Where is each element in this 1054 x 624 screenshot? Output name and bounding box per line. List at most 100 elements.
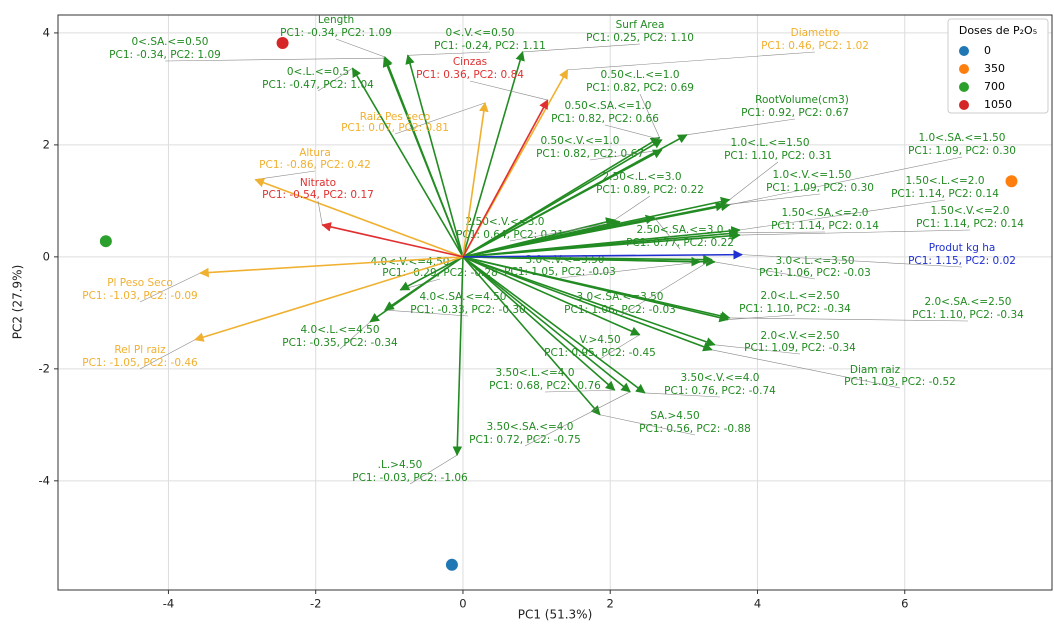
- leader-line: [714, 261, 816, 280]
- loading-values: PC1: 1.06, PC2: -0.03: [564, 304, 676, 316]
- legend-box: [947, 18, 1049, 114]
- loading-name: 1.50<.L.<=2.0: [906, 175, 985, 187]
- loading-arrow: [462, 149, 663, 258]
- loading-arrow: [462, 256, 641, 336]
- y-tick-label: -2: [39, 361, 50, 375]
- x-tick-label: 6: [901, 597, 908, 611]
- y-axis-label: PC2 (27.9%): [11, 265, 25, 340]
- leader-line: [644, 392, 721, 398]
- loading-name: Altura: [299, 147, 331, 159]
- loading-values: PC1: -0.34, PC2: 1.09: [109, 49, 221, 61]
- loading-arrow: [462, 51, 525, 258]
- leader-line: [139, 272, 201, 303]
- legend-marker: [959, 100, 969, 110]
- loading-values: PC1: 1.09, PC2: -0.34: [744, 342, 856, 354]
- loading-values: PC1: 0.36, PC2: 0.84: [416, 69, 524, 81]
- loading-values: PC1: 0.77, PC2: 0.22: [626, 237, 734, 249]
- loading-values: PC1: 0.25, PC2: 1.10: [586, 32, 694, 44]
- leader-line: [742, 254, 963, 268]
- leader-line: [639, 93, 660, 138]
- loading-values: PC1: -0.34, PC2: 1.09: [280, 27, 392, 39]
- loading-name: 4.0<.SA.<=4.50: [419, 291, 506, 303]
- loading-values: PC1: -0.86, PC2: 0.42: [259, 159, 371, 171]
- x-tick-label: -4: [163, 597, 174, 611]
- leader-line: [317, 67, 353, 92]
- leader-line: [384, 309, 469, 317]
- loading-name: 1.0<.L.<=1.50: [731, 137, 810, 149]
- loading-arrow: [462, 249, 743, 260]
- loading-arrow: [462, 214, 656, 258]
- loading-values: PC1: -0.33, PC2: -0.30: [410, 304, 525, 316]
- leader-line: [409, 454, 458, 485]
- loading-values: PC1: -0.35, PC2: -0.34: [282, 337, 398, 349]
- loading-name: Length: [318, 14, 354, 26]
- loading-arrow: [462, 101, 489, 257]
- leader-line: [737, 231, 826, 234]
- loading-name: Nitrato: [300, 177, 336, 189]
- loading-values: PC1: 1.14, PC2: 0.14: [891, 188, 999, 200]
- loading-values: PC1: -0.47, PC2: 1.04: [262, 79, 374, 91]
- x-axis-label: PC1 (51.3%): [518, 608, 593, 622]
- legend-marker: [959, 82, 969, 92]
- loading-values: PC1: 1.10, PC2: -0.34: [739, 303, 851, 315]
- x-tick-label: 4: [754, 597, 761, 611]
- loading-values: PC1: 0.68, PC2: -0.76: [489, 380, 601, 392]
- leader-line: [729, 317, 969, 322]
- loading-values: PC1: 0.76, PC2: -0.74: [664, 385, 776, 397]
- y-tick-label: 2: [43, 137, 50, 151]
- x-tick-label: 0: [459, 597, 466, 611]
- y-tick-label: 4: [43, 25, 50, 39]
- score-point: [445, 558, 458, 571]
- loading-name: SA.>4.50: [650, 410, 699, 422]
- loading-values: PC1: 1.09, PC2: 0.30: [908, 145, 1016, 157]
- leader-line: [619, 259, 712, 317]
- leader-line: [614, 195, 651, 221]
- loading-values: PC1: -0.24, PC2: 1.11: [434, 40, 546, 52]
- loading-values: PC1: 1.10, PC2: -0.34: [912, 309, 1024, 321]
- loading-arrow: [462, 256, 616, 391]
- loading-arrow: [452, 256, 464, 457]
- loading-values: PC1: 0.07, PC2: 0.81: [341, 122, 449, 134]
- loading-values: PC1: -0.03, PC2: -1.06: [352, 472, 468, 484]
- loading-values: PC1: -1.03, PC2: -0.09: [82, 290, 197, 302]
- loading-name: 4.0<.L.<=4.50: [301, 324, 380, 336]
- loading-values: PC1: -1.05, PC2: -0.46: [82, 357, 198, 369]
- loading-name: Raiz Pes seco: [360, 111, 431, 123]
- loading-name: RootVolume(cm3): [755, 94, 849, 106]
- score-point: [1005, 175, 1018, 188]
- loading-arrow: [399, 256, 464, 291]
- loading-name: 1.50<.SA.<=2.0: [781, 207, 868, 219]
- loading-name: 1.0<.SA.<=1.50: [918, 132, 1005, 144]
- legend-label: 0: [984, 44, 991, 57]
- leader-line: [567, 51, 816, 71]
- leader-line: [400, 278, 441, 291]
- loading-arrow: [405, 54, 464, 258]
- loading-values: PC1: 0.82, PC2: 0.67: [536, 148, 644, 160]
- loading-name: Produt kg ha: [929, 242, 996, 254]
- loading-values: PC1: 0.82, PC2: 0.69: [586, 82, 694, 94]
- loading-name: 1.50<.V.<=2.0: [931, 205, 1010, 217]
- leader-line: [407, 51, 491, 56]
- loading-values: PC1: 0.46, PC2: 1.02: [761, 40, 869, 52]
- loading-name: 2.50<.V.<=3.0: [466, 216, 545, 228]
- loading-arrow: [462, 256, 716, 347]
- leader-line: [729, 161, 779, 200]
- loading-name: Diametro: [791, 27, 840, 39]
- legend-label: 1050: [984, 98, 1012, 111]
- leader-line: [335, 38, 386, 58]
- loading-values: PC1: 0.56, PC2: -0.88: [639, 423, 751, 435]
- loading-name: 0<.L.<=0.5: [287, 66, 349, 78]
- loading-name: .L.>4.50: [378, 459, 423, 471]
- loading-arrow: [462, 139, 663, 258]
- loading-name: 3.50<.L.<=4.0: [496, 367, 575, 379]
- loading-name: 0<.V.<=0.50: [446, 27, 515, 39]
- leader-line: [509, 221, 620, 242]
- leader-line: [524, 391, 631, 447]
- leader-line: [604, 124, 662, 141]
- y-tick-label: -4: [39, 473, 50, 487]
- loading-name: 0.50<.V.<=1.0: [541, 135, 620, 147]
- leader-line: [729, 156, 963, 206]
- loading-arrow: [462, 230, 741, 258]
- loading-name: 0.50<.SA.<=1.0: [564, 100, 651, 112]
- loading-name: 3.50<.SA.<=4.0: [486, 421, 573, 433]
